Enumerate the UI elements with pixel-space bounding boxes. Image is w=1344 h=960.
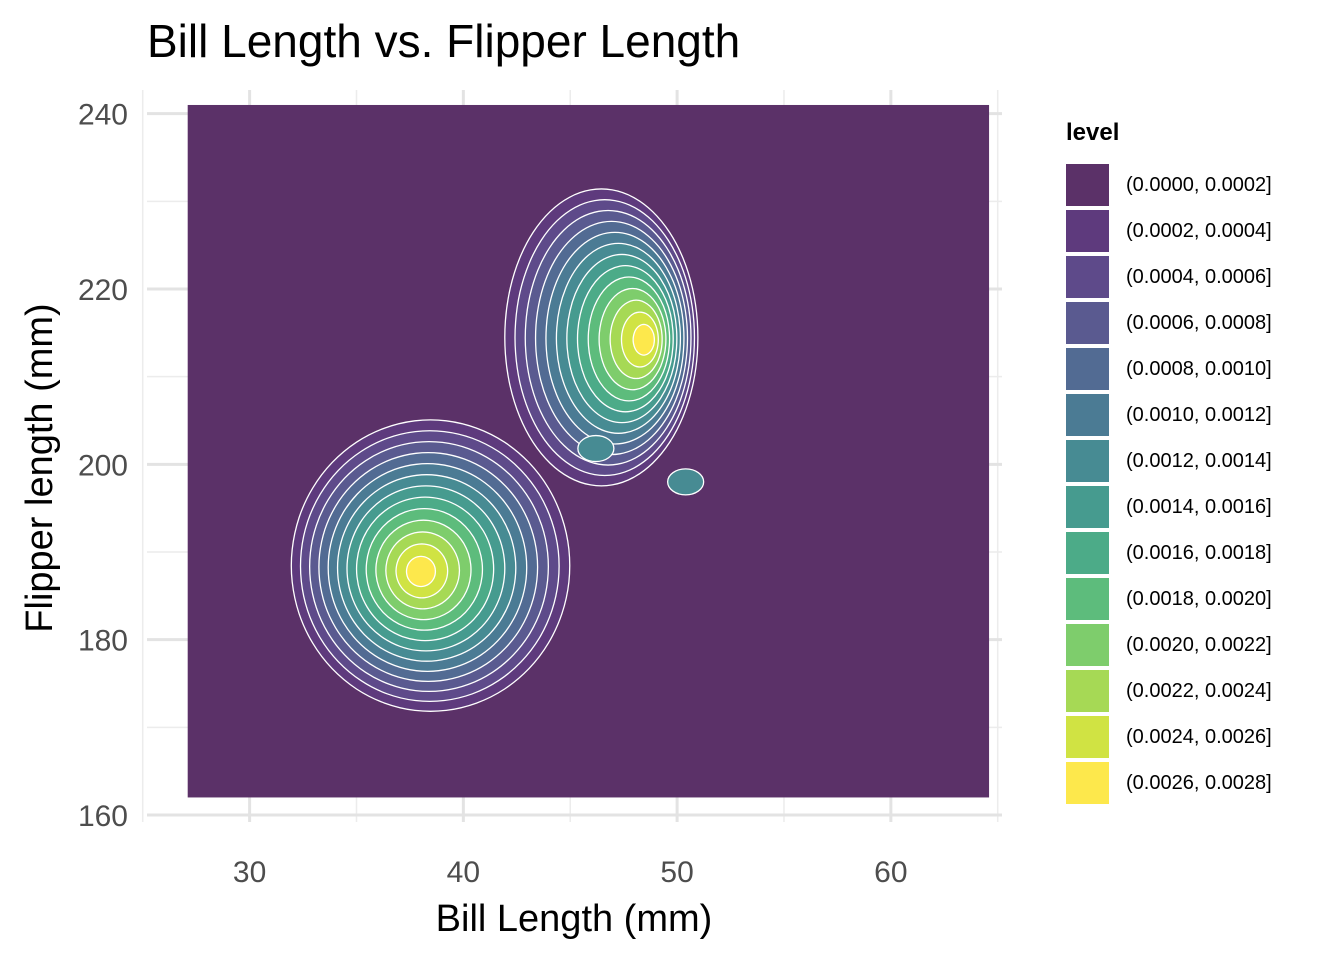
- legend-swatch: [1066, 164, 1109, 206]
- legend-items: (0.0000, 0.0002] (0.0002, 0.0004] (0.0004,…: [1066, 162, 1272, 806]
- x-axis-label: Bill Length (mm): [436, 898, 713, 940]
- legend-label: (0.0022, 0.0024]: [1126, 679, 1272, 702]
- local-bump-1: [667, 468, 705, 496]
- legend-label: (0.0016, 0.0018]: [1126, 541, 1272, 564]
- y-tick-label: 180: [78, 625, 128, 658]
- legend-label: (0.0018, 0.0020]: [1126, 587, 1272, 610]
- legend-item: (0.0022, 0.0024]: [1066, 668, 1272, 714]
- legend-label: (0.0002, 0.0004]: [1126, 219, 1272, 242]
- legend-item: (0.0020, 0.0022]: [1066, 622, 1272, 668]
- legend-label: (0.0000, 0.0002]: [1126, 173, 1272, 196]
- legend-swatch: [1066, 578, 1109, 620]
- legend-title: level: [1066, 119, 1120, 146]
- density-band-13: [405, 323, 655, 588]
- legend-item: (0.0004, 0.0006]: [1066, 254, 1272, 300]
- legend-label: (0.0012, 0.0014]: [1126, 449, 1272, 472]
- legend-swatch: [1066, 532, 1109, 574]
- legend-label: (0.0026, 0.0028]: [1126, 771, 1272, 794]
- legend-item: (0.0018, 0.0020]: [1066, 576, 1272, 622]
- legend-label: (0.0008, 0.0010]: [1126, 357, 1272, 380]
- legend-item: (0.0014, 0.0016]: [1066, 484, 1272, 530]
- legend-item: (0.0006, 0.0008]: [1066, 300, 1272, 346]
- legend-item: (0.0010, 0.0012]: [1066, 392, 1272, 438]
- legend-item: (0.0008, 0.0010]: [1066, 346, 1272, 392]
- y-axis-label: Flipper length (mm): [19, 303, 61, 632]
- legend-label: (0.0024, 0.0026]: [1126, 725, 1272, 748]
- legend-item: (0.0002, 0.0004]: [1066, 208, 1272, 254]
- local-bump-0: [577, 434, 615, 463]
- legend-item: (0.0026, 0.0028]: [1066, 760, 1272, 806]
- x-tick-label: 30: [233, 856, 266, 889]
- legend-label: (0.0006, 0.0008]: [1126, 311, 1272, 334]
- legend-item: (0.0012, 0.0014]: [1066, 438, 1272, 484]
- legend-swatch: [1066, 348, 1109, 390]
- tick-labels: 30 40 50 60 160 180 200 220 240: [78, 99, 908, 889]
- x-tick-label: 60: [874, 856, 907, 889]
- y-tick-label: 220: [78, 274, 128, 307]
- legend-swatch: [1066, 440, 1109, 482]
- density-contours: [187, 104, 990, 798]
- legend-swatch: [1066, 762, 1109, 804]
- y-tick-label: 160: [78, 800, 128, 833]
- legend: level (0.0000, 0.0002] (0.0002, 0.0004] (0…: [1066, 118, 1272, 806]
- legend-item: (0.0016, 0.0018]: [1066, 530, 1272, 576]
- legend-label: (0.0010, 0.0012]: [1126, 403, 1272, 426]
- legend-swatch: [1066, 670, 1109, 712]
- legend-label: (0.0014, 0.0016]: [1126, 495, 1272, 518]
- x-tick-label: 50: [660, 856, 693, 889]
- x-tick-label: 40: [447, 856, 480, 889]
- legend-swatch: [1066, 716, 1109, 758]
- legend-item: (0.0024, 0.0026]: [1066, 714, 1272, 760]
- chart-title: Bill Length vs. Flipper Length: [147, 15, 741, 67]
- legend-swatch: [1066, 256, 1109, 298]
- legend-swatch: [1066, 486, 1109, 528]
- y-tick-label: 200: [78, 449, 128, 482]
- legend-swatch: [1066, 302, 1109, 344]
- legend-swatch: [1066, 210, 1109, 252]
- legend-swatch: [1066, 394, 1109, 436]
- legend-item: (0.0000, 0.0002]: [1066, 162, 1272, 208]
- legend-label: (0.0004, 0.0006]: [1126, 265, 1272, 288]
- legend-label: (0.0020, 0.0022]: [1126, 633, 1272, 656]
- y-tick-label: 240: [78, 99, 128, 132]
- legend-swatch: [1066, 624, 1109, 666]
